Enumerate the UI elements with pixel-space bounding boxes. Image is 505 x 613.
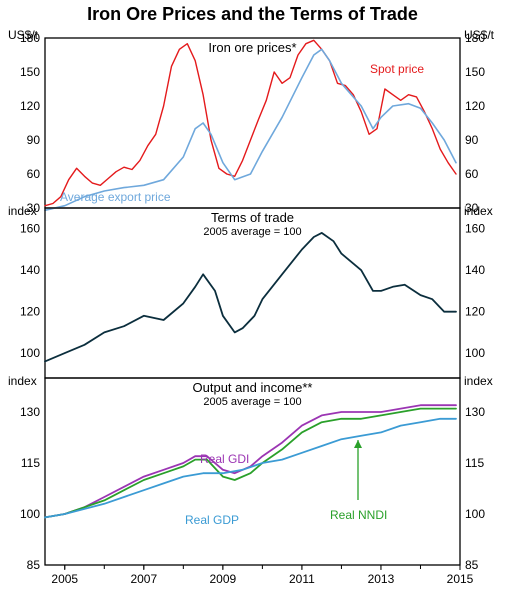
x-tick-label: 2009 <box>203 572 243 586</box>
unit-right-1: US$/t <box>464 28 494 42</box>
x-tick-label: 2013 <box>361 572 401 586</box>
svg-text:100: 100 <box>20 507 40 521</box>
svg-text:60: 60 <box>27 167 41 181</box>
svg-text:150: 150 <box>20 65 40 79</box>
svg-text:120: 120 <box>465 99 485 113</box>
panel3-subnote: 2005 average = 100 <box>45 396 460 408</box>
x-tick-label: 2007 <box>124 572 164 586</box>
svg-text:100: 100 <box>465 507 485 521</box>
svg-text:115: 115 <box>465 456 484 470</box>
series-label: Spot price <box>370 62 424 76</box>
svg-text:150: 150 <box>465 65 485 79</box>
svg-text:120: 120 <box>20 305 40 319</box>
chart-canvas: 3030606090901201201501501801801001001201… <box>0 0 505 613</box>
panel2-subnote: 2005 average = 100 <box>45 226 460 238</box>
svg-text:160: 160 <box>465 222 485 236</box>
svg-text:115: 115 <box>21 456 40 470</box>
x-tick-label: 2011 <box>282 572 322 586</box>
unit-left-3: index <box>8 374 37 388</box>
svg-text:160: 160 <box>20 222 40 236</box>
unit-right-3: index <box>464 374 493 388</box>
series-label: Real NNDI <box>330 508 387 522</box>
svg-text:140: 140 <box>465 263 485 277</box>
series-label: Average export price <box>60 190 171 204</box>
svg-text:100: 100 <box>465 346 485 360</box>
svg-text:90: 90 <box>465 133 479 147</box>
unit-left-1: US$/t <box>8 28 38 42</box>
series-label: Real GDP <box>185 513 239 527</box>
panel1-subtitle: Iron ore prices* <box>45 40 460 55</box>
svg-text:85: 85 <box>465 558 479 572</box>
svg-text:60: 60 <box>465 167 479 181</box>
svg-text:130: 130 <box>465 405 485 419</box>
x-tick-label: 2005 <box>45 572 85 586</box>
svg-text:85: 85 <box>27 558 41 572</box>
svg-text:120: 120 <box>20 99 40 113</box>
series-label: Real GDI <box>200 452 249 466</box>
svg-text:90: 90 <box>27 133 41 147</box>
svg-text:140: 140 <box>20 263 40 277</box>
unit-right-2: index <box>464 204 493 218</box>
svg-text:100: 100 <box>20 346 40 360</box>
x-tick-label: 2015 <box>440 572 480 586</box>
svg-text:130: 130 <box>20 405 40 419</box>
svg-text:120: 120 <box>465 305 485 319</box>
unit-left-2: index <box>8 204 37 218</box>
panel2-subtitle: Terms of trade <box>45 210 460 225</box>
panel3-subtitle: Output and income** <box>45 380 460 395</box>
